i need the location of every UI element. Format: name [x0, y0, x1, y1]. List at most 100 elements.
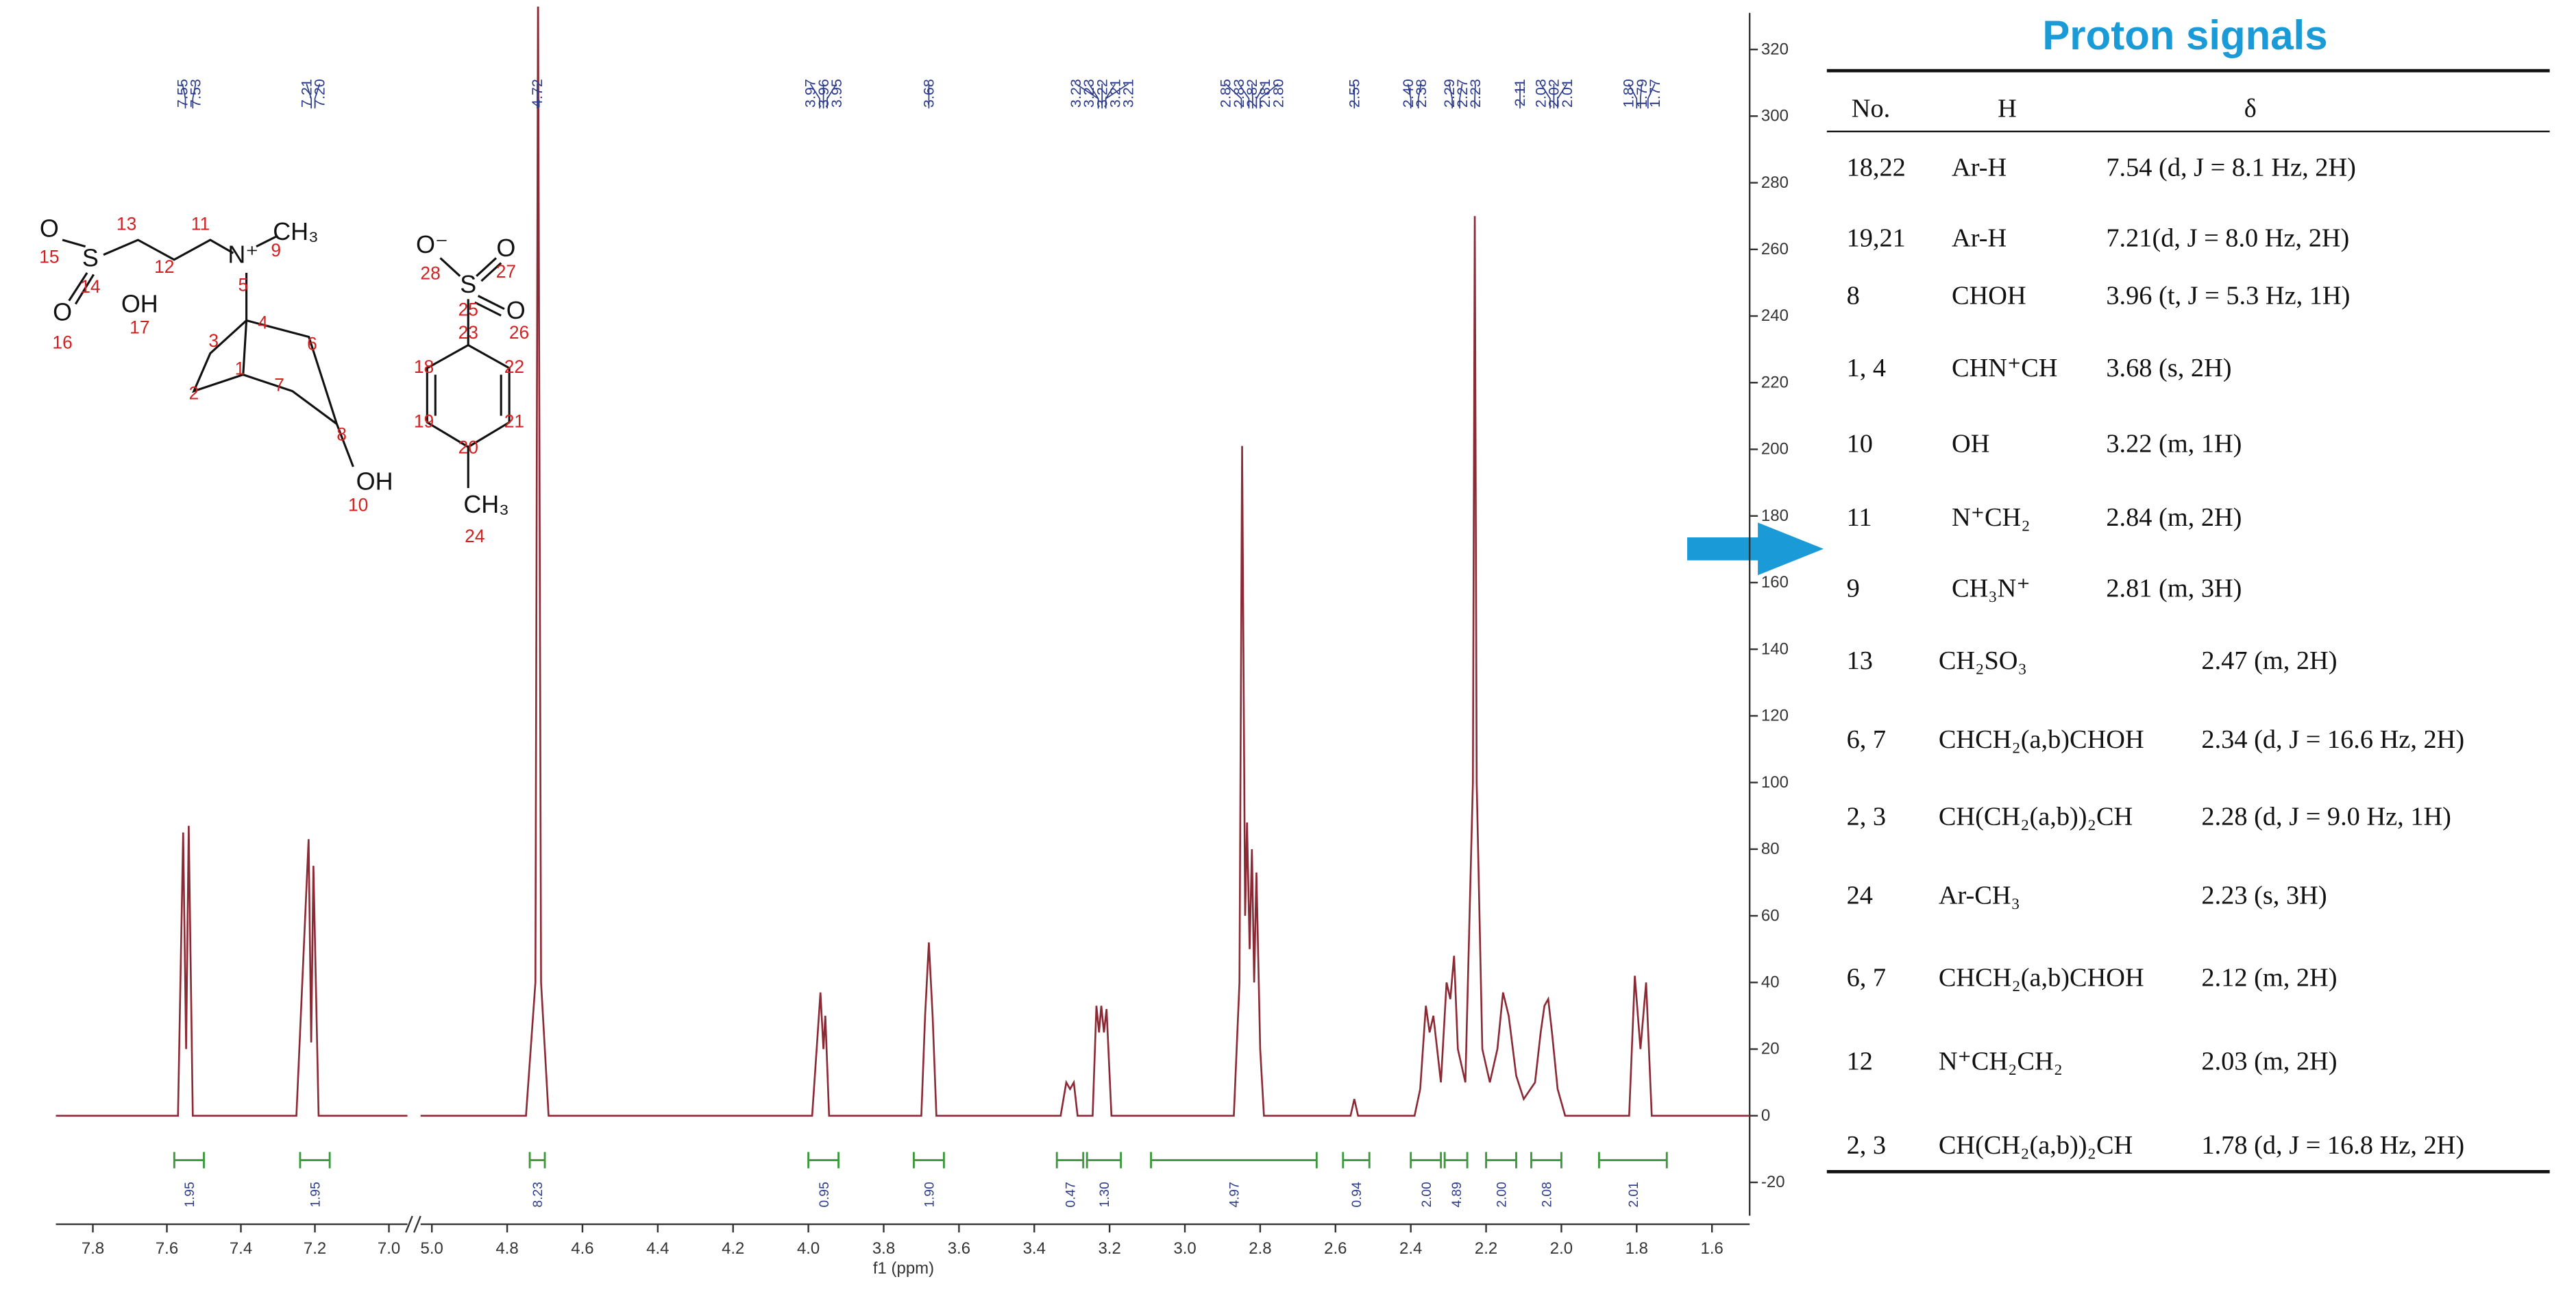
x-tick-label: 7.0: [378, 1239, 400, 1258]
atom-number: 25: [458, 299, 478, 319]
atom-number: 18: [414, 356, 434, 377]
x-tick-label: 2.6: [1324, 1239, 1347, 1258]
row-number: 1, 4: [1847, 354, 1887, 382]
break-mark: [413, 1215, 421, 1233]
column-header: H: [1998, 94, 2017, 123]
atom-number: 2: [189, 383, 199, 404]
x-tick-label: 5.0: [421, 1239, 443, 1258]
arrow: [1687, 522, 1824, 576]
atom-number: 26: [509, 322, 529, 343]
x-tick-label: 3.4: [1023, 1239, 1046, 1258]
spectrum-line: [420, 6, 1750, 1117]
peak-connector: [1251, 84, 1253, 109]
atom-number: 3: [208, 330, 219, 351]
peak-label: 2.80: [1269, 79, 1286, 108]
atom-number: 9: [271, 240, 281, 260]
peak-connector: [1647, 83, 1656, 109]
integral-bracket: [913, 1152, 945, 1169]
integral-bracket: [1530, 1152, 1562, 1169]
row-number: 13: [1847, 646, 1873, 675]
bond: [74, 273, 95, 305]
atom-label: CH₃: [273, 217, 319, 245]
table-title: Proton signals: [2042, 12, 2327, 58]
row-number: 18,22: [1847, 154, 1906, 182]
break-mark: [405, 1215, 413, 1233]
peak-connector: [1459, 84, 1463, 109]
peak-connector: [1225, 83, 1242, 109]
x-tick-label: 4.4: [646, 1239, 669, 1258]
peak-label: 1.77: [1646, 79, 1663, 108]
peak-label: 2.29: [1440, 79, 1458, 108]
peak-label: 2.83: [1230, 79, 1247, 108]
y-tick-label: 120: [1761, 707, 1789, 725]
x-axis-label: f1 (ppm): [873, 1259, 934, 1278]
atom-number: 22: [504, 356, 524, 377]
x-tick-label: 7.6: [156, 1239, 178, 1258]
row-number: 2, 3: [1847, 1131, 1887, 1160]
peak-connector: [182, 84, 186, 109]
integral-bracket: [1443, 1152, 1469, 1169]
atom-number: 13: [116, 214, 136, 234]
y-tick-label: 200: [1761, 440, 1789, 459]
row-number: 19,21: [1847, 224, 1906, 253]
x-tick-label: 7.4: [230, 1239, 252, 1258]
row-group: CHCH₂(a,b)CHOH: [1939, 963, 2144, 992]
row-shift: 2.28 (d, J = 9.0 Hz, 1H): [2201, 803, 2451, 831]
axis-break: [405, 1215, 421, 1233]
bond: [335, 424, 354, 467]
atom-number: 24: [465, 526, 484, 546]
atom-number: 16: [52, 332, 72, 352]
integral-label: 1.95: [183, 1182, 197, 1207]
peak-connector: [1407, 84, 1412, 109]
atom-label: N⁺: [228, 241, 258, 269]
spectrum-line: [56, 825, 408, 1117]
peak-connector: [1255, 83, 1266, 109]
bond: [103, 239, 234, 261]
row-number: 10: [1847, 429, 1873, 458]
peak-label: 3.23: [1067, 79, 1084, 108]
right-structure-bonds: [426, 257, 511, 489]
row-group: Ar-H: [1952, 224, 2007, 253]
y-tick-label: 100: [1761, 773, 1789, 792]
atom-label: OH: [356, 467, 393, 495]
bond: [192, 273, 339, 427]
peak-label: 1.79: [1633, 79, 1650, 108]
integral-bracket: [1085, 1152, 1123, 1169]
row-shift: 3.96 (t, J = 5.3 Hz, 1H): [2106, 282, 2350, 311]
atom-number: 23: [458, 322, 478, 343]
peak-connector: [1238, 83, 1250, 109]
peak-connector: [1557, 83, 1568, 109]
row-shift: 1.78 (d, J = 16.8 Hz, 2H): [2201, 1131, 2464, 1160]
row-group: CH(CH₂(a,b))₂CH: [1939, 1131, 2133, 1160]
row-number: 8: [1847, 282, 1860, 311]
y-tick-label: 180: [1761, 507, 1789, 525]
integral-bracket: [1597, 1152, 1668, 1169]
peak-label: 7.53: [187, 79, 204, 108]
x-tick-label: 7.2: [304, 1239, 326, 1258]
row-group: Ar-H: [1952, 154, 2007, 182]
peak-connector: [1260, 83, 1279, 109]
peak-connector: [314, 84, 321, 109]
integral-label: 2.00: [1495, 1182, 1510, 1207]
row-shift: 2.23 (s, 3H): [2201, 881, 2327, 910]
row-group: CHN⁺CH: [1952, 354, 2057, 382]
row-group: N⁺CH₂CH₂: [1939, 1047, 2063, 1076]
row-group: CHCH₂(a,b)CHOH: [1939, 725, 2144, 754]
x-tick-label: 3.8: [872, 1239, 895, 1258]
y-tick-label: 300: [1761, 107, 1789, 125]
x-tick-label: 3.6: [948, 1239, 970, 1258]
atom-label: O: [506, 296, 526, 324]
atom-number: 4: [258, 313, 268, 333]
peak-label: 3.21: [1120, 79, 1137, 108]
atom-number: 21: [504, 411, 524, 431]
x-tick-label: 1.6: [1701, 1239, 1724, 1258]
row-shift: 3.68 (s, 2H): [2106, 354, 2231, 382]
peak-connector: [826, 83, 837, 109]
integral-label: 8.23: [531, 1182, 545, 1207]
peak-label: 7.55: [174, 79, 191, 108]
atom-number: 10: [348, 495, 368, 515]
peak-connector: [1639, 84, 1643, 109]
atom-label: S: [460, 270, 476, 298]
